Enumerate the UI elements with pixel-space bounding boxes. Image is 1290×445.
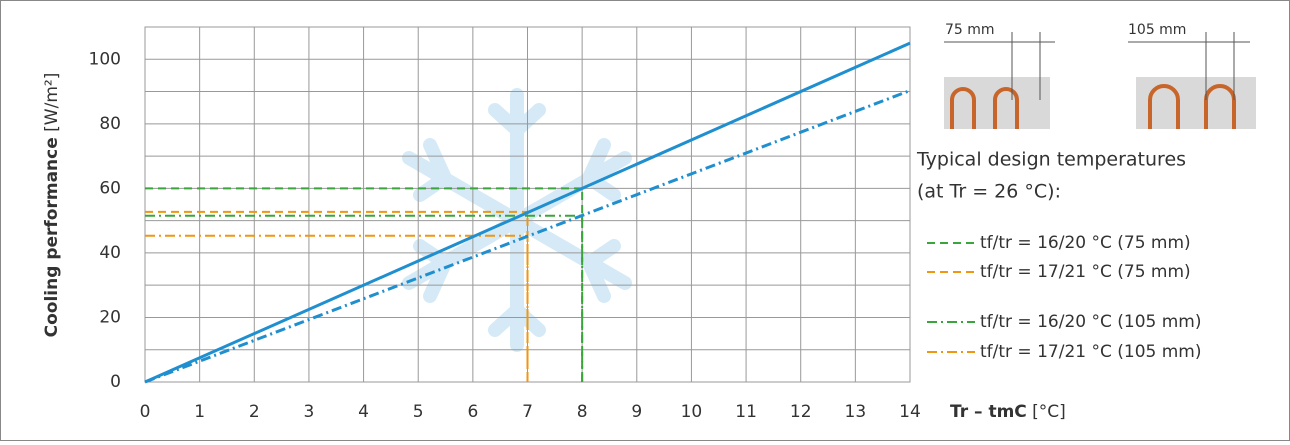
pipe-image — [1136, 77, 1256, 129]
snowflake — [402, 88, 632, 352]
legend-label: tf/tr = 17/21 °C (75 mm) — [980, 262, 1191, 282]
x-tick-label: 10 — [681, 402, 703, 422]
performance-line — [144, 89, 911, 384]
y-tick-label: 20 — [99, 307, 121, 327]
pipe-label: 75 mm — [945, 22, 995, 38]
y-axis-label: Cooling performance [W/m²] — [42, 73, 62, 338]
pipe-images: 75 mm 105 mm — [944, 22, 1256, 129]
x-tick-label: 2 — [249, 402, 260, 422]
x-tick-label: 11 — [735, 402, 757, 422]
y-axis-title: Cooling performance — [42, 137, 62, 337]
x-tick-label: 7 — [522, 402, 533, 422]
pipe-label: 105 mm — [1128, 22, 1186, 38]
x-tick-label: 5 — [413, 402, 424, 422]
performance-line — [144, 41, 911, 384]
x-tick-label: 13 — [845, 402, 867, 422]
pipe — [950, 87, 1019, 129]
x-axis-label: Tr – tmC [°C] — [950, 402, 1066, 422]
legend-subtitle: (at Tr = 26 °C): — [917, 181, 1061, 203]
x-tick-label: 12 — [790, 402, 812, 422]
y-axis-unit: [W/m²] — [42, 73, 62, 132]
x-axis-unit: [°C] — [1032, 402, 1066, 422]
legend-title: Typical design temperatures — [916, 149, 1186, 171]
y-tick-label: 60 — [99, 178, 121, 198]
x-tick-label: 9 — [631, 402, 642, 422]
y-tick-label: 100 — [89, 49, 121, 69]
x-tick-label: 1 — [194, 402, 205, 422]
x-tick-label: 0 — [140, 402, 151, 422]
x-tick-label: 8 — [577, 402, 588, 422]
x-tick-label: 14 — [899, 402, 921, 422]
x-tick-label: 3 — [304, 402, 315, 422]
x-tick-label: 6 — [467, 402, 478, 422]
legend-label: tf/tr = 16/20 °C (105 mm) — [980, 312, 1202, 332]
x-axis-title: Tr – tmC — [950, 402, 1027, 422]
y-tick-label: 40 — [99, 243, 121, 263]
y-tick-label: 80 — [99, 114, 121, 134]
dimension-lines — [944, 32, 1250, 100]
y-tick-label: 0 — [110, 372, 121, 392]
legend-label: tf/tr = 17/21 °C (105 mm) — [980, 342, 1202, 362]
legend-label: tf/tr = 16/20 °C (75 mm) — [980, 233, 1191, 253]
x-tick-label: 4 — [358, 402, 369, 422]
